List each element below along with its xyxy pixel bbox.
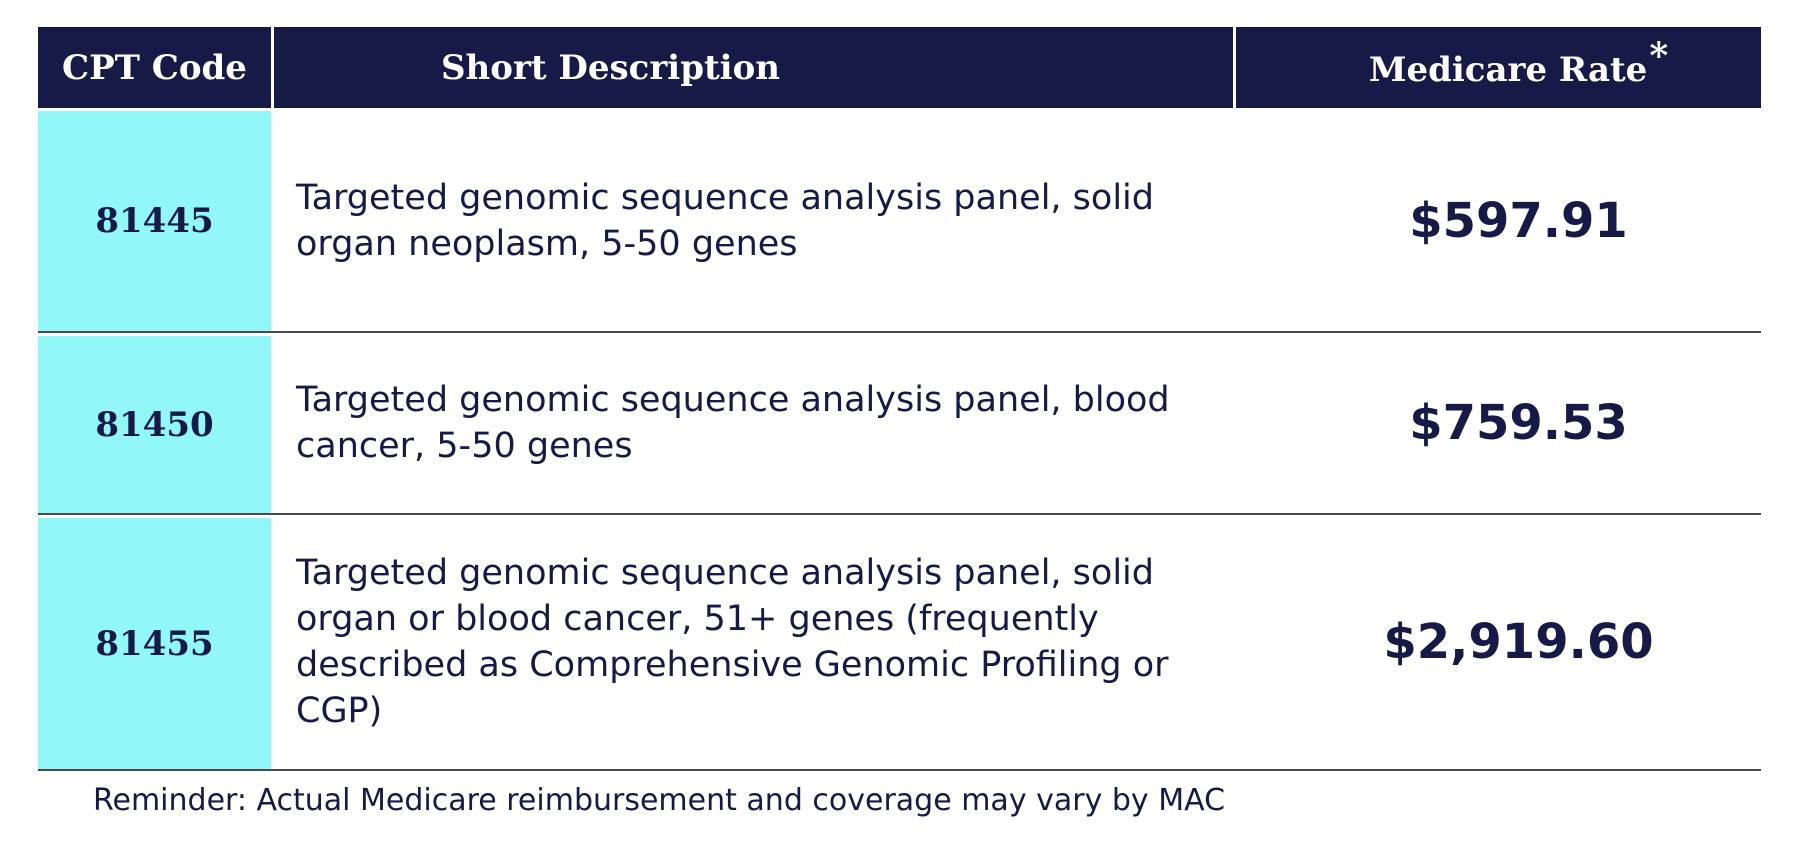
table-row: 81450 Targeted genomic sequence analysis… [38,333,1761,515]
table-header: CPT Code Short Description Medicare Rate… [38,27,1761,108]
cpt-code-cell: 81450 [38,333,274,513]
rate-cell: $597.91 [1409,193,1628,249]
asterisk-marker: * [1649,34,1669,77]
cpt-code-cell: 81445 [38,111,274,331]
header-short-description: Short Description [274,27,1236,108]
description-cell: Targeted genomic sequence analysis panel… [274,111,1236,331]
header-medicare-rate-label: Medicare Rate [1368,49,1648,90]
rate-cell: $2,919.60 [1383,614,1654,670]
header-medicare-rate: Medicare Rate * [1236,27,1761,108]
table-row: 81445 Targeted genomic sequence analysis… [38,111,1761,333]
rate-cell: $759.53 [1409,395,1628,451]
cpt-code-cell: 81455 [38,515,274,769]
description-text: Targeted genomic sequence analysis panel… [296,553,1169,731]
description-cell: Targeted genomic sequence analysis panel… [274,515,1236,769]
description-text: Targeted genomic sequence analysis panel… [296,380,1170,466]
table-row: 81455 Targeted genomic sequence analysis… [38,515,1761,771]
header-cpt-code-label: CPT Code [62,47,247,88]
header-short-description-label: Short Description [441,47,780,88]
description-text: Targeted genomic sequence analysis panel… [296,178,1154,264]
description-cell: Targeted genomic sequence analysis panel… [274,333,1236,513]
reminder-footnote: Reminder: Actual Medicare reimbursement … [93,783,1226,818]
header-cpt-code: CPT Code [38,27,274,108]
cpt-rate-table: CPT Code Short Description Medicare Rate… [38,27,1761,771]
